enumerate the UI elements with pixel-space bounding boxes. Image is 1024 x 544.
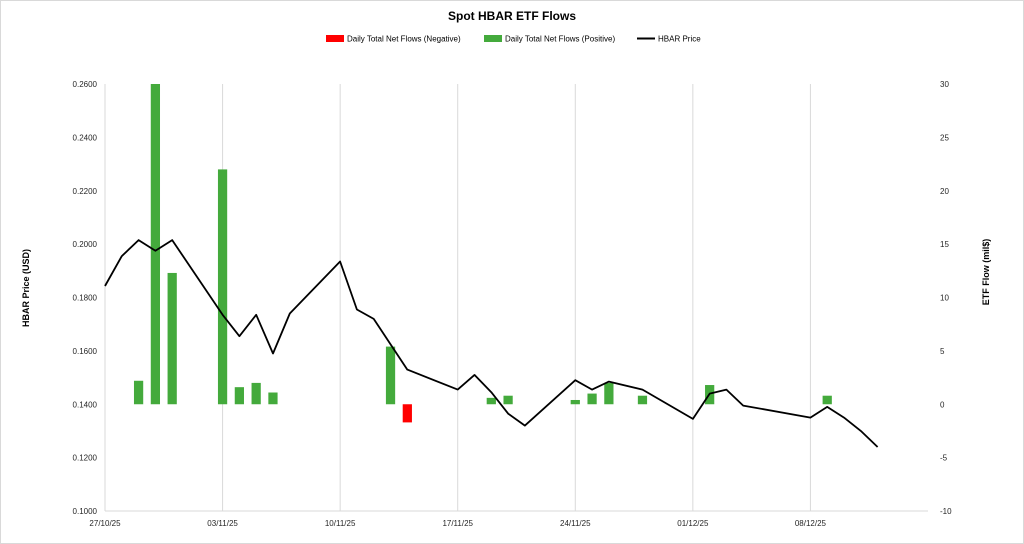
flow-bar-positive <box>503 395 513 405</box>
flow-bar-positive <box>570 399 580 405</box>
flow-bar-positive <box>167 272 177 405</box>
flow-bar-positive <box>234 387 244 405</box>
flow-bar-positive <box>637 395 648 405</box>
x-tick-label: 03/11/25 <box>207 519 238 528</box>
y-left-tick-label: 0.2600 <box>73 80 98 89</box>
flow-bar-positive <box>604 382 614 405</box>
y-left-tick-label: 0.1200 <box>73 454 98 463</box>
legend-swatch-negative <box>326 35 344 42</box>
y-left-tick-label: 0.2000 <box>73 240 98 249</box>
chart-title: Spot HBAR ETF Flows <box>448 9 576 23</box>
x-tick-label: 10/11/25 <box>325 519 356 528</box>
x-tick-label: 17/11/25 <box>442 519 473 528</box>
legend-label-price: HBAR Price <box>658 35 701 44</box>
price-line <box>104 239 879 448</box>
y-right-tick-label: 10 <box>940 294 949 303</box>
x-axis-ticks: 27/10/25 03/11/25 10/11/25 17/11/25 24/11/25… <box>89 519 826 528</box>
y-left-tick-label: 0.1600 <box>73 347 98 356</box>
price-series <box>104 239 879 448</box>
y-left-tick-label: 0.2400 <box>73 133 98 142</box>
y-axis-left-title: HBAR Price (USD) <box>21 249 31 327</box>
flow-bar-positive <box>133 380 144 405</box>
flow-bar-positive <box>251 382 261 405</box>
legend-label-negative: Daily Total Net Flows (Negative) <box>347 35 461 44</box>
y-axis-right-ticks: -10 -5 0 5 10 15 20 25 30 <box>940 80 952 516</box>
y-right-tick-label: -10 <box>940 507 952 516</box>
y-right-tick-label: 0 <box>940 400 945 409</box>
flow-bars <box>133 84 832 423</box>
y-axis-left-ticks: 0.1000 0.1200 0.1400 0.1600 0.1800 0.2000 0.22… <box>73 80 98 516</box>
y-right-tick-label: 30 <box>940 80 949 89</box>
flow-bar-positive <box>822 395 832 405</box>
flow-bar-positive <box>217 169 228 405</box>
gridlines <box>104 84 928 512</box>
y-right-tick-label: 5 <box>940 347 945 356</box>
legend-swatch-positive <box>484 35 502 42</box>
y-left-tick-label: 0.1000 <box>73 507 98 516</box>
flow-bar-positive <box>150 84 161 405</box>
flow-bar-positive <box>268 392 278 405</box>
legend-label-positive: Daily Total Net Flows (Positive) <box>505 35 615 44</box>
flow-bar-positive <box>587 393 597 405</box>
y-left-tick-label: 0.1400 <box>73 400 98 409</box>
flow-bar-positive <box>385 346 396 405</box>
y-right-tick-label: 15 <box>940 240 949 249</box>
x-tick-label: 01/12/25 <box>677 519 709 528</box>
y-axis-right-title: ETF Flow (mil$) <box>981 239 991 306</box>
x-tick-label: 27/10/25 <box>89 519 121 528</box>
x-tick-label: 08/12/25 <box>795 519 827 528</box>
y-left-tick-label: 0.2200 <box>73 187 98 196</box>
flow-bar-positive <box>486 397 496 405</box>
y-right-tick-label: -5 <box>940 454 948 463</box>
flow-bar-negative <box>402 404 412 423</box>
x-tick-label: 24/11/25 <box>560 519 591 528</box>
y-right-tick-label: 25 <box>940 133 949 142</box>
legend: Daily Total Net Flows (Negative) Daily T… <box>326 35 701 44</box>
y-left-tick-label: 0.1800 <box>73 294 98 303</box>
y-right-tick-label: 20 <box>940 187 949 196</box>
